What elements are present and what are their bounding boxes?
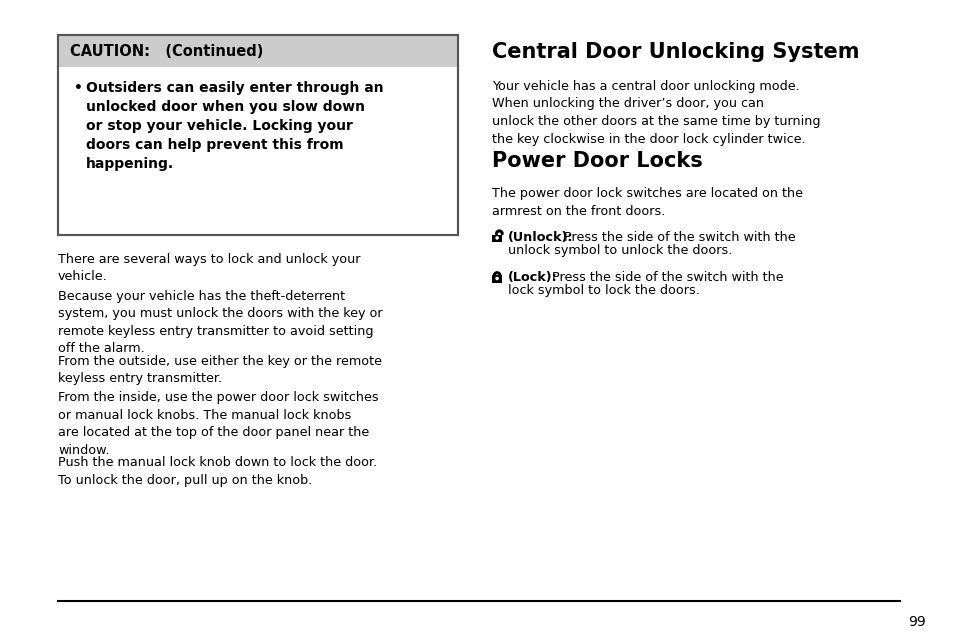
Circle shape (496, 237, 497, 239)
Text: lock symbol to lock the doors.: lock symbol to lock the doors. (507, 284, 700, 298)
Text: There are several ways to lock and unlock your
vehicle.: There are several ways to lock and unloc… (58, 253, 360, 284)
Text: From the inside, use the power door lock switches
or manual lock knobs. The manu: From the inside, use the power door lock… (58, 391, 378, 457)
Bar (492, 275, 501, 282)
Text: Outsiders can easily enter through an
unlocked door when you slow down
or stop y: Outsiders can easily enter through an un… (86, 81, 383, 171)
Text: 99: 99 (907, 615, 924, 629)
Text: Central Door Unlocking System: Central Door Unlocking System (492, 42, 859, 62)
Bar (58, 35, 457, 235)
Bar (58, 35, 457, 235)
Text: CAUTION:   (Continued): CAUTION: (Continued) (70, 43, 263, 59)
Bar (492, 235, 501, 242)
Text: •: • (74, 81, 83, 95)
Text: The power door lock switches are located on the
armrest on the front doors.: The power door lock switches are located… (492, 187, 802, 218)
Text: Press the side of the switch with the: Press the side of the switch with the (559, 231, 795, 244)
Text: (Lock):: (Lock): (507, 271, 558, 284)
Text: (Unlock):: (Unlock): (507, 231, 573, 244)
Text: Because your vehicle has the theft-deterrent
system, you must unlock the doors w: Because your vehicle has the theft-deter… (58, 289, 382, 355)
Text: Power Door Locks: Power Door Locks (492, 151, 702, 171)
Text: From the outside, use either the key or the remote
keyless entry transmitter.: From the outside, use either the key or … (58, 354, 381, 385)
Text: unlock symbol to unlock the doors.: unlock symbol to unlock the doors. (507, 244, 732, 257)
Text: Your vehicle has a central door unlocking mode.
When unlocking the driver’s door: Your vehicle has a central door unlockin… (492, 80, 820, 146)
Text: Press the side of the switch with the: Press the side of the switch with the (547, 271, 782, 284)
Bar (58, 35, 457, 67)
Text: Push the manual lock knob down to lock the door.
To unlock the door, pull up on : Push the manual lock knob down to lock t… (58, 456, 376, 487)
Circle shape (496, 277, 497, 280)
